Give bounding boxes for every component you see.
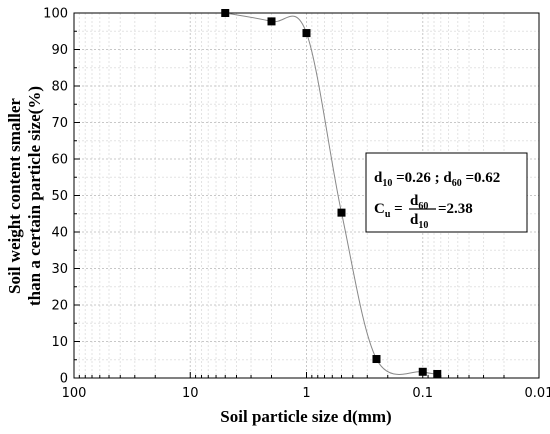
- y-tick-label: 30: [51, 262, 68, 277]
- grid: [74, 13, 540, 378]
- data-point: [267, 17, 276, 26]
- annotation-cu-result: =2.38: [438, 201, 473, 217]
- annotation-fraction-denominator: d10: [410, 212, 428, 231]
- data-point: [221, 9, 230, 17]
- y-tick-label: 100: [43, 7, 68, 22]
- y-tick-label: 50: [51, 189, 68, 204]
- data-point: [372, 355, 381, 364]
- annotation-cu-label: Cu =: [374, 201, 403, 220]
- x-tick-label: 0.1: [412, 386, 433, 401]
- y-tick-label: 90: [51, 43, 68, 58]
- data-point: [433, 369, 442, 378]
- axis-ticks: [74, 12, 540, 379]
- annotation-fraction-numerator: d60: [410, 193, 428, 212]
- x-axis-title: Soil particle size d(mm): [220, 407, 391, 426]
- y-axis-title-line1: Soil weight content smaller: [5, 98, 24, 294]
- x-tick-label: 10: [182, 386, 199, 401]
- data-point: [418, 367, 427, 376]
- x-tick-label: 1: [302, 386, 310, 401]
- annotation-line-d-values: d10 =0.26 ; d60 =0.62: [374, 170, 500, 189]
- y-tick-labels: 0 10 20 30 40 50 60 70 80 90 100: [43, 7, 68, 387]
- x-tick-label: 100: [62, 386, 87, 401]
- y-tick-label: 40: [51, 226, 68, 241]
- annotation-box: d10 =0.26 ; d60 =0.62 Cu = d60 d10 =2.38: [365, 152, 528, 233]
- x-tick-label: 0.01: [525, 386, 550, 401]
- data-point: [337, 208, 346, 217]
- y-tick-label: 10: [51, 335, 68, 350]
- y-tick-label: 0: [60, 372, 68, 387]
- y-tick-label: 70: [51, 116, 68, 131]
- data-point: [302, 29, 311, 38]
- y-tick-label: 80: [51, 80, 68, 95]
- series-gradation-curve: [221, 9, 442, 378]
- x-tick-labels: 100 10 1 0.1 0.01: [62, 386, 550, 401]
- y-tick-label: 20: [51, 299, 68, 314]
- y-axis-title-line2: than a certain particle size(%): [25, 86, 44, 306]
- annotation-frame: [365, 152, 528, 233]
- y-tick-label: 60: [51, 153, 68, 168]
